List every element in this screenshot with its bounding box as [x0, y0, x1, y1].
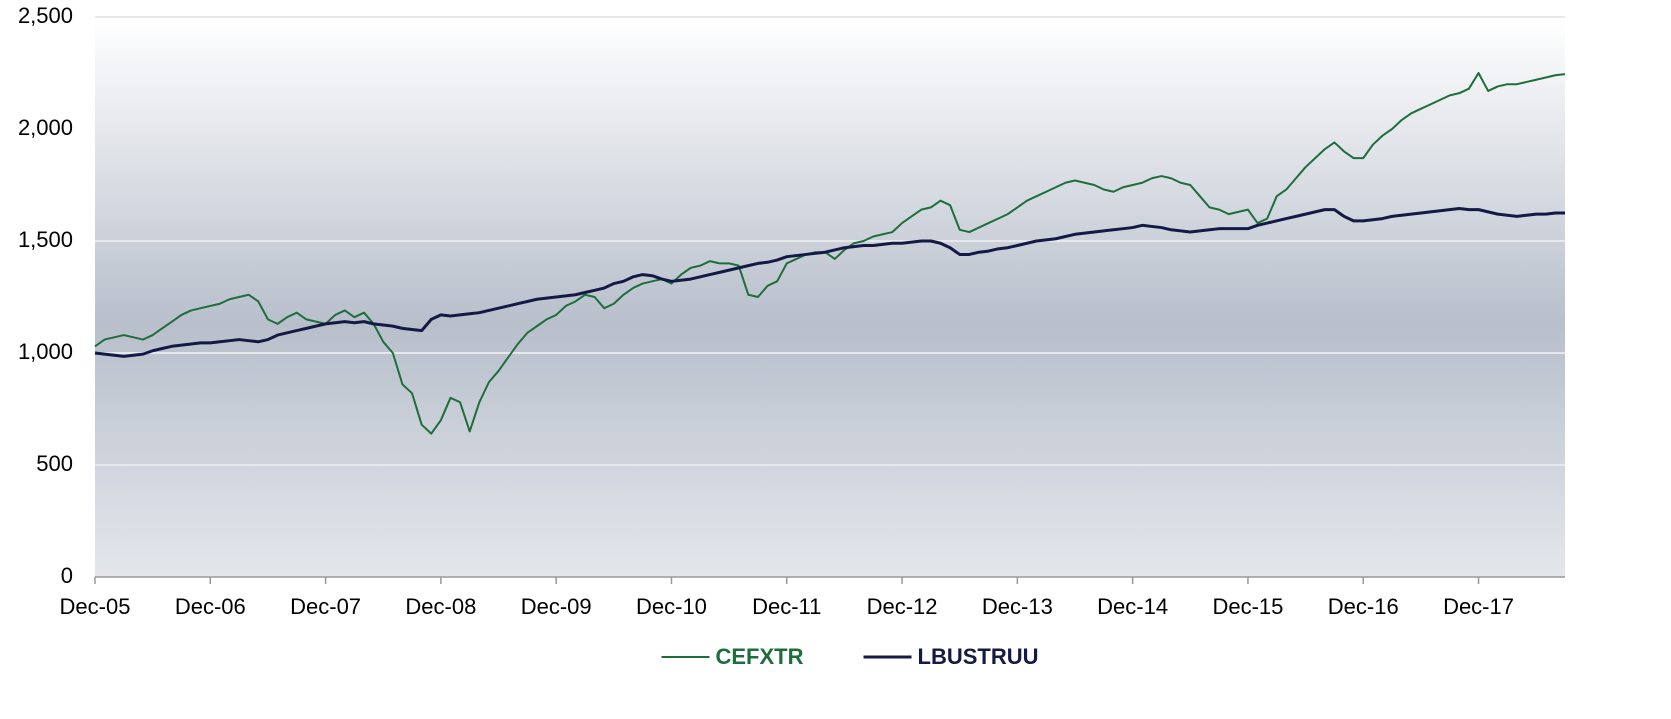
line-series	[94, 207, 1565, 358]
x-tick-label: Dec-07	[290, 594, 361, 619]
y-tick-label: 1,000	[18, 339, 73, 364]
y-tick-label: 0	[61, 563, 73, 588]
x-tick-label: Dec-06	[175, 594, 246, 619]
x-tick-label: Dec-17	[1443, 594, 1514, 619]
x-tick-label: Dec-15	[1212, 594, 1283, 619]
legend-label: CEFXTR	[716, 644, 804, 669]
y-tick-label: 500	[36, 451, 73, 476]
y-tick-label: 1,500	[18, 227, 73, 252]
x-tick-label: Dec-10	[636, 594, 707, 619]
legend-label: LBUSTRUU	[918, 644, 1039, 669]
y-tick-label: 2,000	[18, 115, 73, 140]
x-tick-label: Dec-08	[405, 594, 476, 619]
x-tick-label: Dec-05	[60, 594, 131, 619]
x-tick-label: Dec-13	[982, 594, 1053, 619]
x-tick-label: Dec-12	[867, 594, 938, 619]
x-tick-label: Dec-14	[1097, 594, 1168, 619]
x-tick-label: Dec-11	[752, 594, 821, 619]
x-tick-label: Dec-09	[521, 594, 592, 619]
y-tick-label: 2,500	[18, 3, 73, 28]
plot-background	[95, 17, 1565, 577]
line-series	[94, 72, 1566, 435]
x-tick-label: Dec-16	[1328, 594, 1399, 619]
